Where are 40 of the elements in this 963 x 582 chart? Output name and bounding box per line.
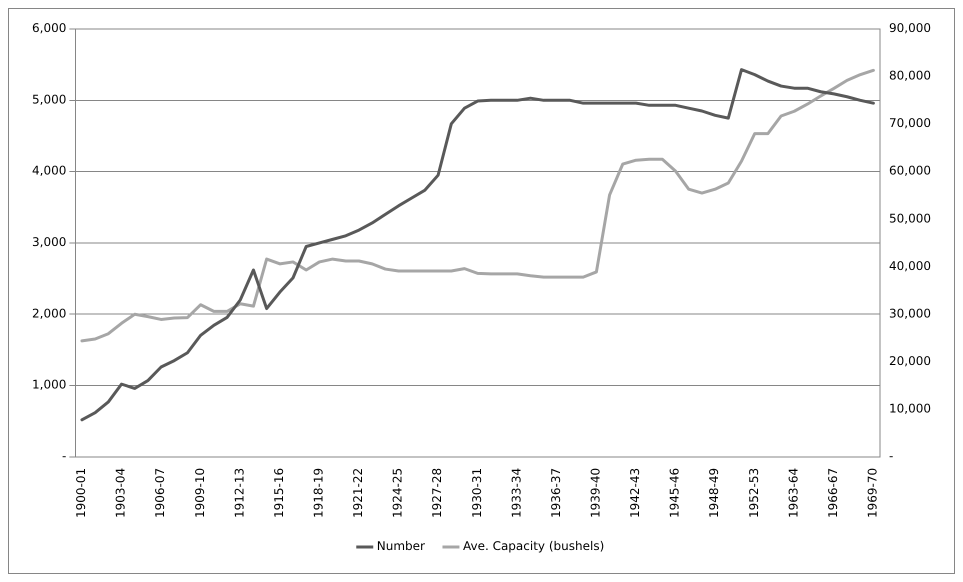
x-tick-label: 1933-34 <box>509 468 524 518</box>
y2-tick-label: 30,000 <box>889 306 932 320</box>
x-tick-label: 1906-07 <box>153 468 168 518</box>
y-tick-label: 4,000 <box>32 164 66 178</box>
y-tick-label: 2,000 <box>32 306 66 320</box>
x-tick-label: 1924-25 <box>390 468 405 518</box>
y2-tick-label: - <box>889 448 894 463</box>
x-tick-label: 1963-64 <box>786 468 800 518</box>
x-tick-label: 1927-28 <box>430 468 444 518</box>
x-tick-label: 1909-10 <box>192 468 207 518</box>
x-tick-label: 1948-49 <box>707 468 722 518</box>
y-tick-label: 3,000 <box>32 235 66 250</box>
y2-tick-label: 40,000 <box>889 258 932 273</box>
y-tick-label: 6,000 <box>32 21 66 36</box>
x-tick-label: 1969-70 <box>866 468 880 518</box>
y-tick-label: 1,000 <box>32 378 66 392</box>
legend-label: Ave. Capacity (bushels) <box>462 539 604 554</box>
x-tick-label: 1952-53 <box>746 468 761 518</box>
y2-tick-label: 80,000 <box>889 68 932 83</box>
y2-tick-label: 60,000 <box>889 164 932 178</box>
y2-tick-label: 70,000 <box>889 116 932 130</box>
x-tick-label: 1921-22 <box>351 468 366 518</box>
y2-tick-label: 20,000 <box>889 354 932 368</box>
x-tick-label: 1939-40 <box>588 468 603 518</box>
x-tick-label: 1930-31 <box>470 468 484 518</box>
x-tick-label: 1915-16 <box>272 468 286 518</box>
legend-label: Number <box>376 539 426 554</box>
x-tick-label: 1945-46 <box>668 468 682 518</box>
x-tick-label: 1942-43 <box>628 468 642 518</box>
y2-tick-label: 90,000 <box>889 21 932 36</box>
x-tick-label: 1900-01 <box>74 468 88 518</box>
x-tick-label: 1903-04 <box>114 468 128 518</box>
x-tick-label: 1936-37 <box>548 468 563 518</box>
x-tick-label: 1912-13 <box>232 468 246 518</box>
x-tick-label: 1966-67 <box>826 468 840 518</box>
y2-tick-label: 50,000 <box>889 211 932 226</box>
y-tick-label: 5,000 <box>32 92 66 106</box>
y-tick-label: - <box>62 448 66 463</box>
y2-tick-label: 10,000 <box>889 401 932 416</box>
x-tick-label: 1918-19 <box>312 468 326 518</box>
